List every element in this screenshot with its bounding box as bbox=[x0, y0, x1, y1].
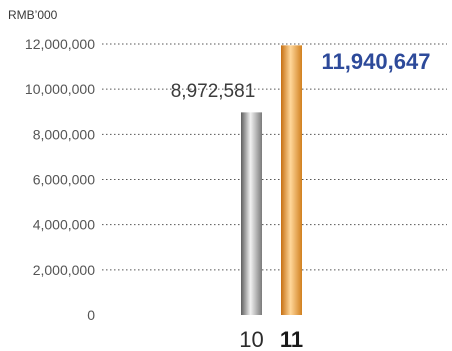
unit-label: RMB’000 bbox=[8, 8, 58, 22]
x-tick-label-11: 11 bbox=[280, 327, 303, 351]
data-label-11: 11,940,647 bbox=[322, 49, 431, 74]
y-tick-label: 0 bbox=[87, 307, 95, 323]
y-tick-label: 2,000,000 bbox=[33, 262, 95, 278]
bar-10 bbox=[241, 112, 262, 316]
bars bbox=[241, 45, 302, 316]
data-labels: 8,972,581 11,940,647 bbox=[171, 49, 431, 102]
y-tick-label: 10,000,000 bbox=[25, 81, 95, 97]
x-axis-tick-labels: 10 11 bbox=[239, 327, 303, 351]
bar-11 bbox=[281, 45, 302, 315]
y-tick-label: 6,000,000 bbox=[33, 172, 95, 188]
y-axis-tick-labels: 0 2,000,000 4,000,000 6,000,000 8,000,000 10,… bbox=[25, 36, 95, 323]
gridlines bbox=[102, 43, 447, 271]
y-tick-label: 4,000,000 bbox=[33, 217, 95, 233]
x-tick-label-10: 10 bbox=[239, 327, 263, 351]
data-label-10: 8,972,581 bbox=[171, 81, 256, 102]
y-tick-label: 8,000,000 bbox=[33, 126, 95, 142]
y-tick-label: 12,000,000 bbox=[25, 36, 95, 52]
